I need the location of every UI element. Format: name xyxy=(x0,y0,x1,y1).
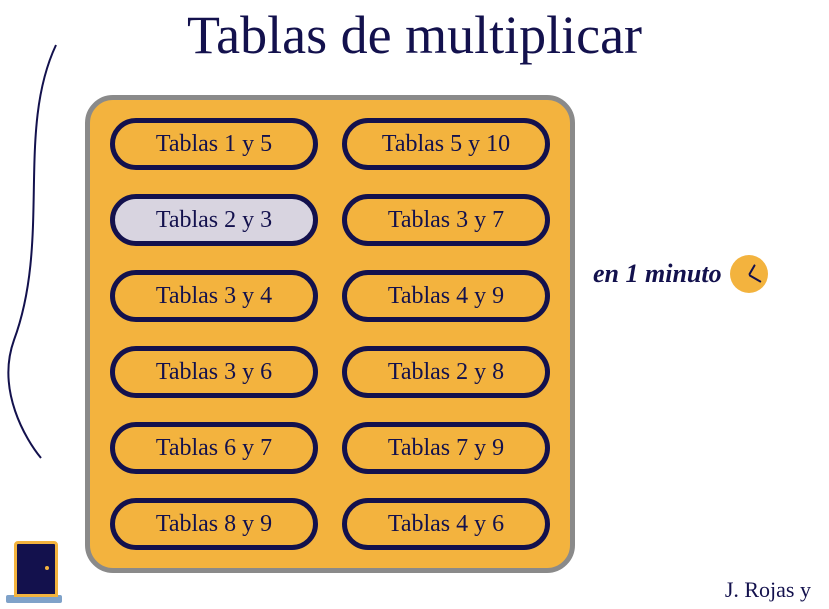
page-title: Tablas de multiplicar xyxy=(0,4,829,66)
table-button-7-9[interactable]: Tablas 7 y 9 xyxy=(342,422,550,474)
author-credit: J. Rojas y xyxy=(725,577,811,603)
table-button-2-8[interactable]: Tablas 2 y 8 xyxy=(342,346,550,398)
table-button-3-6[interactable]: Tablas 3 y 6 xyxy=(110,346,318,398)
decorative-curve xyxy=(0,40,66,460)
time-limit-label: en 1 minuto xyxy=(593,255,768,293)
table-button-1-5[interactable]: Tablas 1 y 5 xyxy=(110,118,318,170)
table-button-4-6[interactable]: Tablas 4 y 6 xyxy=(342,498,550,550)
table-button-2-3[interactable]: Tablas 2 y 3 xyxy=(110,194,318,246)
table-button-8-9[interactable]: Tablas 8 y 9 xyxy=(110,498,318,550)
table-button-3-7[interactable]: Tablas 3 y 7 xyxy=(342,194,550,246)
time-limit-text: en 1 minuto xyxy=(593,259,722,289)
table-button-5-10[interactable]: Tablas 5 y 10 xyxy=(342,118,550,170)
exit-button[interactable] xyxy=(14,541,58,597)
clock-icon xyxy=(730,255,768,293)
table-button-3-4[interactable]: Tablas 3 y 4 xyxy=(110,270,318,322)
table-button-6-7[interactable]: Tablas 6 y 7 xyxy=(110,422,318,474)
tables-panel: Tablas 1 y 5 Tablas 5 y 10 Tablas 2 y 3 … xyxy=(85,95,575,573)
table-button-4-9[interactable]: Tablas 4 y 9 xyxy=(342,270,550,322)
